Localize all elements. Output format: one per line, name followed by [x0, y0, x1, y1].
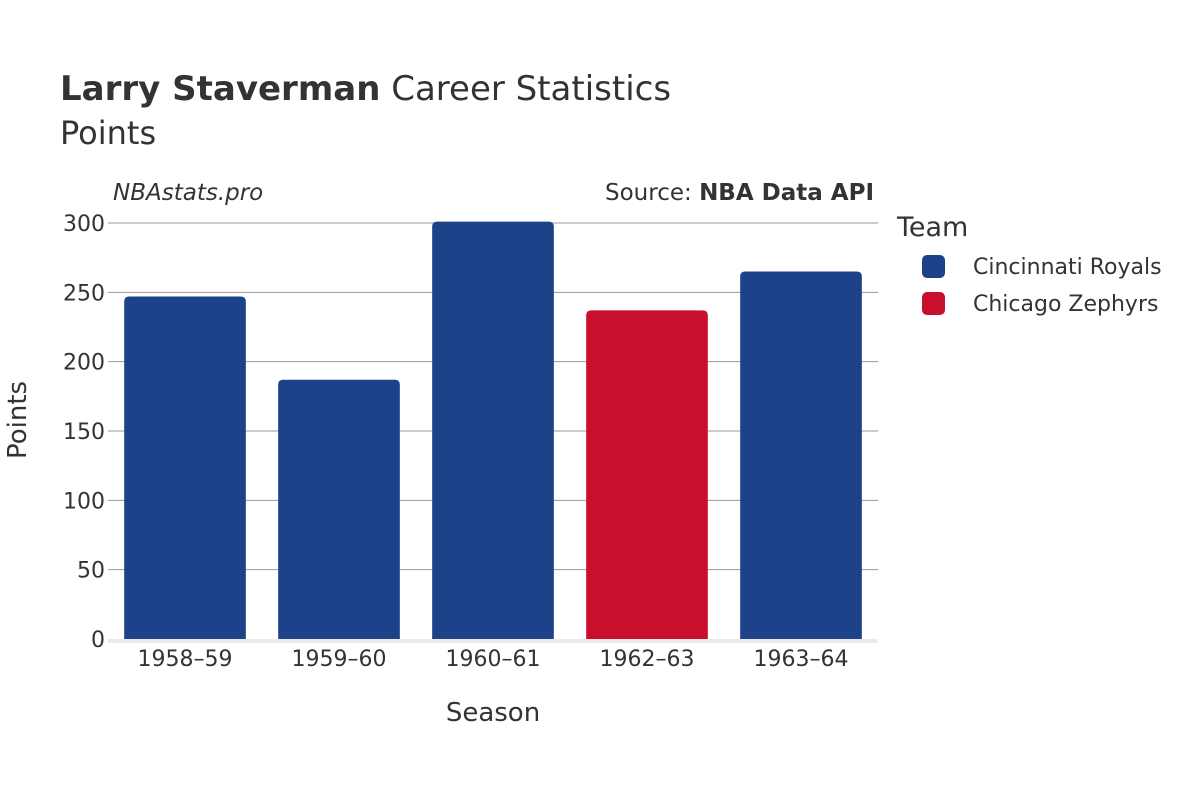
- legend-swatch: [922, 292, 945, 315]
- x-axis-title: Season: [446, 698, 540, 728]
- source-name: NBA Data API: [699, 180, 874, 206]
- x-tick-label: 1963–64: [754, 647, 849, 672]
- bar-1959–60[interactable]: [278, 379, 400, 639]
- y-axis-ticks: 0 50 100 150 200 250 300: [63, 212, 105, 653]
- x-tick-label: 1959–60: [292, 647, 387, 672]
- y-tick-label: 50: [77, 559, 105, 584]
- y-tick-label: 0: [91, 628, 105, 653]
- chart-title: Larry Staverman Career Statistics: [60, 69, 671, 109]
- watermark: NBAstats.pro: [113, 180, 263, 206]
- legend: Cincinnati Royals Chicago Zephyrs: [922, 255, 1162, 317]
- chart-title-rest: Career Statistics: [380, 69, 671, 109]
- legend-label[interactable]: Chicago Zephyrs: [973, 292, 1158, 317]
- bar-1963–64[interactable]: [740, 271, 862, 639]
- bars: [124, 221, 862, 639]
- y-tick-label: 150: [63, 420, 105, 445]
- bar-1958–59[interactable]: [124, 296, 246, 639]
- source-prefix: Source:: [605, 180, 699, 206]
- source-note: Source: NBA Data API: [605, 180, 874, 206]
- x-tick-label: 1962–63: [600, 647, 695, 672]
- legend-title: Team: [896, 212, 968, 243]
- chart-title-player: Larry Staverman: [60, 69, 380, 109]
- y-tick-label: 300: [63, 212, 105, 237]
- y-axis-title: Points: [3, 381, 33, 459]
- x-tick-label: 1958–59: [138, 647, 233, 672]
- legend-label[interactable]: Cincinnati Royals: [973, 255, 1162, 280]
- legend-swatch: [922, 255, 945, 278]
- x-axis-baseline: [108, 639, 878, 643]
- chart-subtitle: Points: [60, 114, 156, 152]
- x-axis-ticks: 1958–59 1959–60 1960–61 1962–63 1963–64: [138, 647, 849, 672]
- y-tick-label: 200: [63, 351, 105, 376]
- x-tick-label: 1960–61: [446, 647, 541, 672]
- y-tick-label: 100: [63, 489, 105, 514]
- bar-1960–61[interactable]: [432, 221, 554, 639]
- y-tick-label: 250: [63, 281, 105, 306]
- bar-1962–63[interactable]: [586, 310, 708, 639]
